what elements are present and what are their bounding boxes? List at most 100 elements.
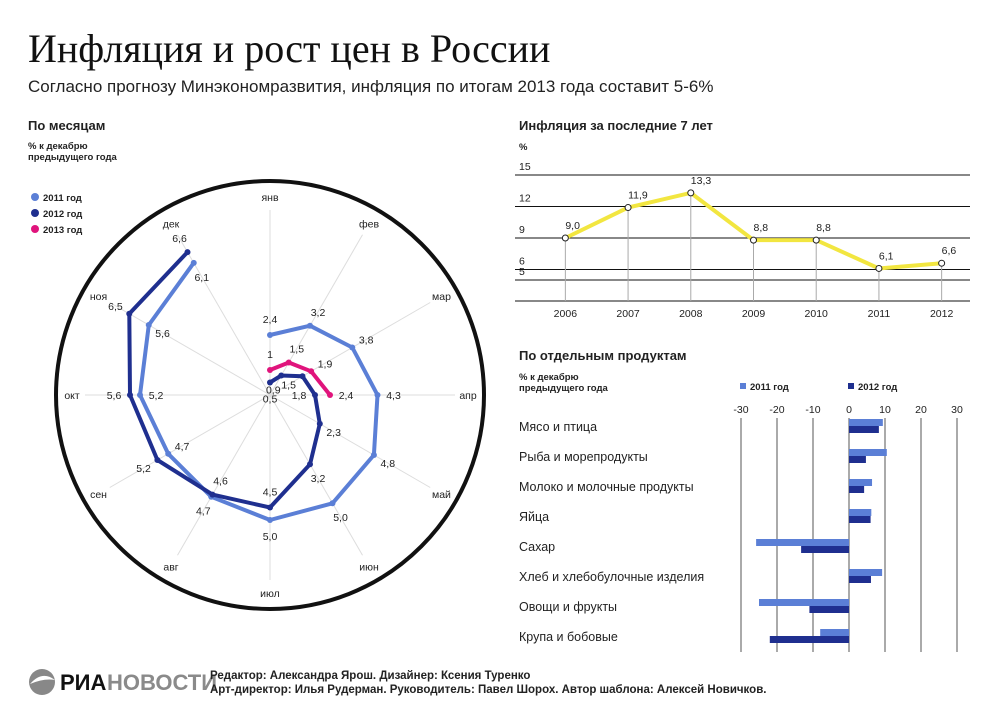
legend-swatch: [31, 209, 39, 217]
chart-subtitle: % к декабрю: [519, 372, 579, 383]
value-label: 11,9: [628, 190, 648, 202]
series-point: [137, 392, 143, 398]
value-label: 4,5: [263, 487, 278, 499]
series-point: [190, 259, 197, 266]
value-label: 5,2: [149, 390, 164, 402]
x-tick-label: 2007: [616, 308, 640, 320]
category-label: Сахар: [519, 540, 555, 554]
series-line: [138, 261, 380, 522]
page-subtitle: Согласно прогнозу Минэкономразвития, инф…: [28, 77, 713, 96]
value-label: 2,4: [263, 314, 278, 326]
series-point: [267, 504, 273, 511]
series-point: [154, 457, 161, 463]
series-point: [278, 372, 285, 379]
value-label: 1: [267, 349, 273, 361]
chart-subtitle: % к декабрю: [28, 141, 88, 152]
value-label: 5,6: [107, 390, 122, 402]
bar: [849, 486, 865, 493]
value-label: 13,3: [691, 175, 712, 187]
y-tick-label: 6: [519, 256, 525, 268]
series-point: [307, 461, 313, 468]
series-point: [316, 420, 323, 427]
x-tick-label: 30: [951, 404, 963, 416]
legend-swatch: [740, 383, 746, 389]
x-tick-label: 10: [879, 404, 891, 416]
value-label: 5,0: [333, 512, 348, 524]
x-tick-label: 2010: [805, 308, 829, 320]
category-label: апр: [459, 390, 477, 402]
series-point: [370, 452, 377, 458]
value-label: 0,5: [263, 394, 278, 406]
bar: [849, 456, 866, 463]
legend-label: 2011 год: [750, 382, 789, 393]
value-label: 4,7: [196, 506, 211, 518]
series-point: [875, 264, 883, 272]
y-tick-label: 5: [519, 266, 525, 278]
radar-frame: [54, 179, 486, 611]
series-point: [267, 517, 273, 523]
series-point: [307, 322, 313, 329]
series-point: [209, 491, 216, 498]
series-point: [327, 392, 333, 398]
x-tick-label: -30: [733, 404, 748, 416]
x-tick-label: 2008: [679, 308, 703, 320]
legend-label: 2012 год: [43, 209, 82, 220]
series-point: [687, 189, 695, 197]
chart-subtitle: предыдущего года: [519, 383, 609, 394]
bar: [849, 449, 887, 456]
series-point: [329, 500, 336, 507]
category-label: дек: [163, 219, 180, 231]
series-point: [750, 236, 757, 244]
series-point: [299, 373, 306, 380]
bar: [769, 636, 849, 643]
spoke: [177, 234, 271, 396]
bar: [849, 509, 872, 516]
legend-swatch: [848, 383, 854, 389]
credit: Редактор: Александра Ярош. Дизайнер: Ксе…: [210, 670, 530, 682]
bar: [849, 516, 871, 523]
page-title: Инфляция и рост цен в России: [28, 26, 550, 71]
x-tick-label: 0: [846, 404, 852, 416]
value-label: 6,5: [108, 301, 123, 313]
series-point: [561, 234, 569, 242]
series-point: [812, 236, 820, 244]
logo-icon: [29, 669, 55, 695]
x-tick-label: -20: [769, 404, 784, 416]
value-label: 0,9: [266, 384, 281, 396]
value-label: 9,0: [565, 220, 580, 232]
value-label: 5,0: [263, 531, 278, 543]
y-tick-label: 12: [519, 193, 531, 205]
category-label: Овощи и фрукты: [519, 600, 617, 614]
category-label: Яйца: [519, 510, 549, 524]
x-tick-label: 2009: [742, 308, 766, 320]
bar: [801, 546, 849, 553]
legend-swatch: [31, 193, 39, 201]
category-label: июн: [359, 561, 379, 573]
bar: [849, 576, 871, 583]
category-label: май: [432, 489, 451, 501]
value-label: 8,8: [754, 222, 769, 234]
bar: [820, 629, 849, 636]
series-point: [938, 259, 946, 267]
value-label: 3,8: [359, 335, 374, 347]
series-point: [184, 249, 191, 256]
series-point: [267, 379, 273, 386]
value-label: 5,6: [155, 328, 170, 340]
series-point: [165, 450, 172, 457]
value-label: 6,1: [194, 272, 209, 284]
category-label: окт: [64, 390, 80, 402]
category-label: Мясо и птица: [519, 420, 597, 434]
category-label: Крупа и бобовые: [519, 630, 618, 644]
logo-swoosh: [30, 675, 55, 684]
y-tick-label: 9: [519, 224, 525, 236]
series-point: [312, 392, 318, 398]
value-label: 3,2: [311, 473, 326, 485]
bar: [849, 426, 879, 433]
category-label: Хлеб и хлебобулочные изделия: [519, 570, 704, 584]
spoke: [109, 302, 271, 396]
bar: [849, 479, 873, 486]
series-line: [127, 250, 322, 510]
value-label: 6,6: [172, 233, 187, 245]
x-tick-label: 20: [915, 404, 927, 416]
